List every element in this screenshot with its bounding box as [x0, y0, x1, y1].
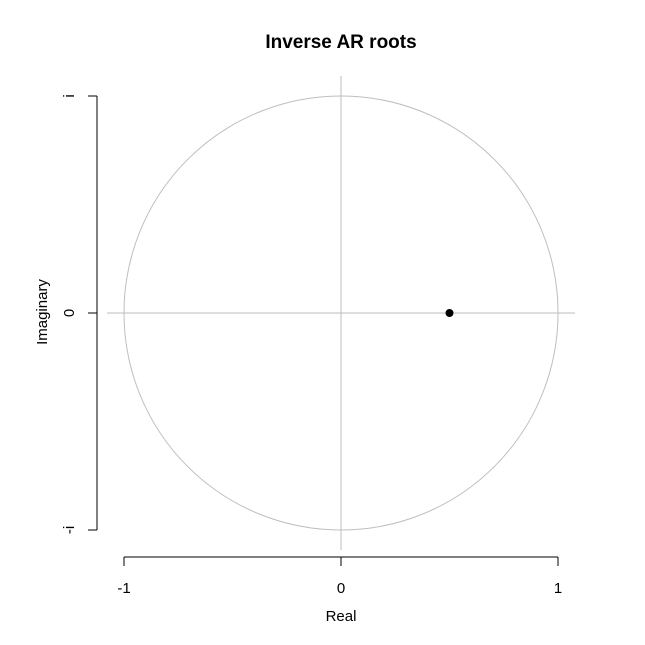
root-point [445, 309, 454, 317]
y-tick-label: 0 [61, 309, 78, 317]
x-axis: -1 0 1 [117, 556, 562, 597]
plot-area [107, 76, 575, 550]
x-axis-label: Real [326, 608, 357, 625]
x-tick-label: 1 [554, 580, 562, 597]
x-tick-label: -1 [117, 580, 130, 597]
y-axis-label: Imaginary [34, 279, 51, 345]
chart-title: Inverse AR roots [265, 32, 416, 53]
y-tick-label: i [61, 94, 78, 97]
unit-circle [123, 95, 559, 531]
y-tick-label: -i [61, 526, 78, 534]
y-axis: -i 0 i [61, 94, 98, 534]
x-tick-label: 0 [337, 580, 345, 597]
